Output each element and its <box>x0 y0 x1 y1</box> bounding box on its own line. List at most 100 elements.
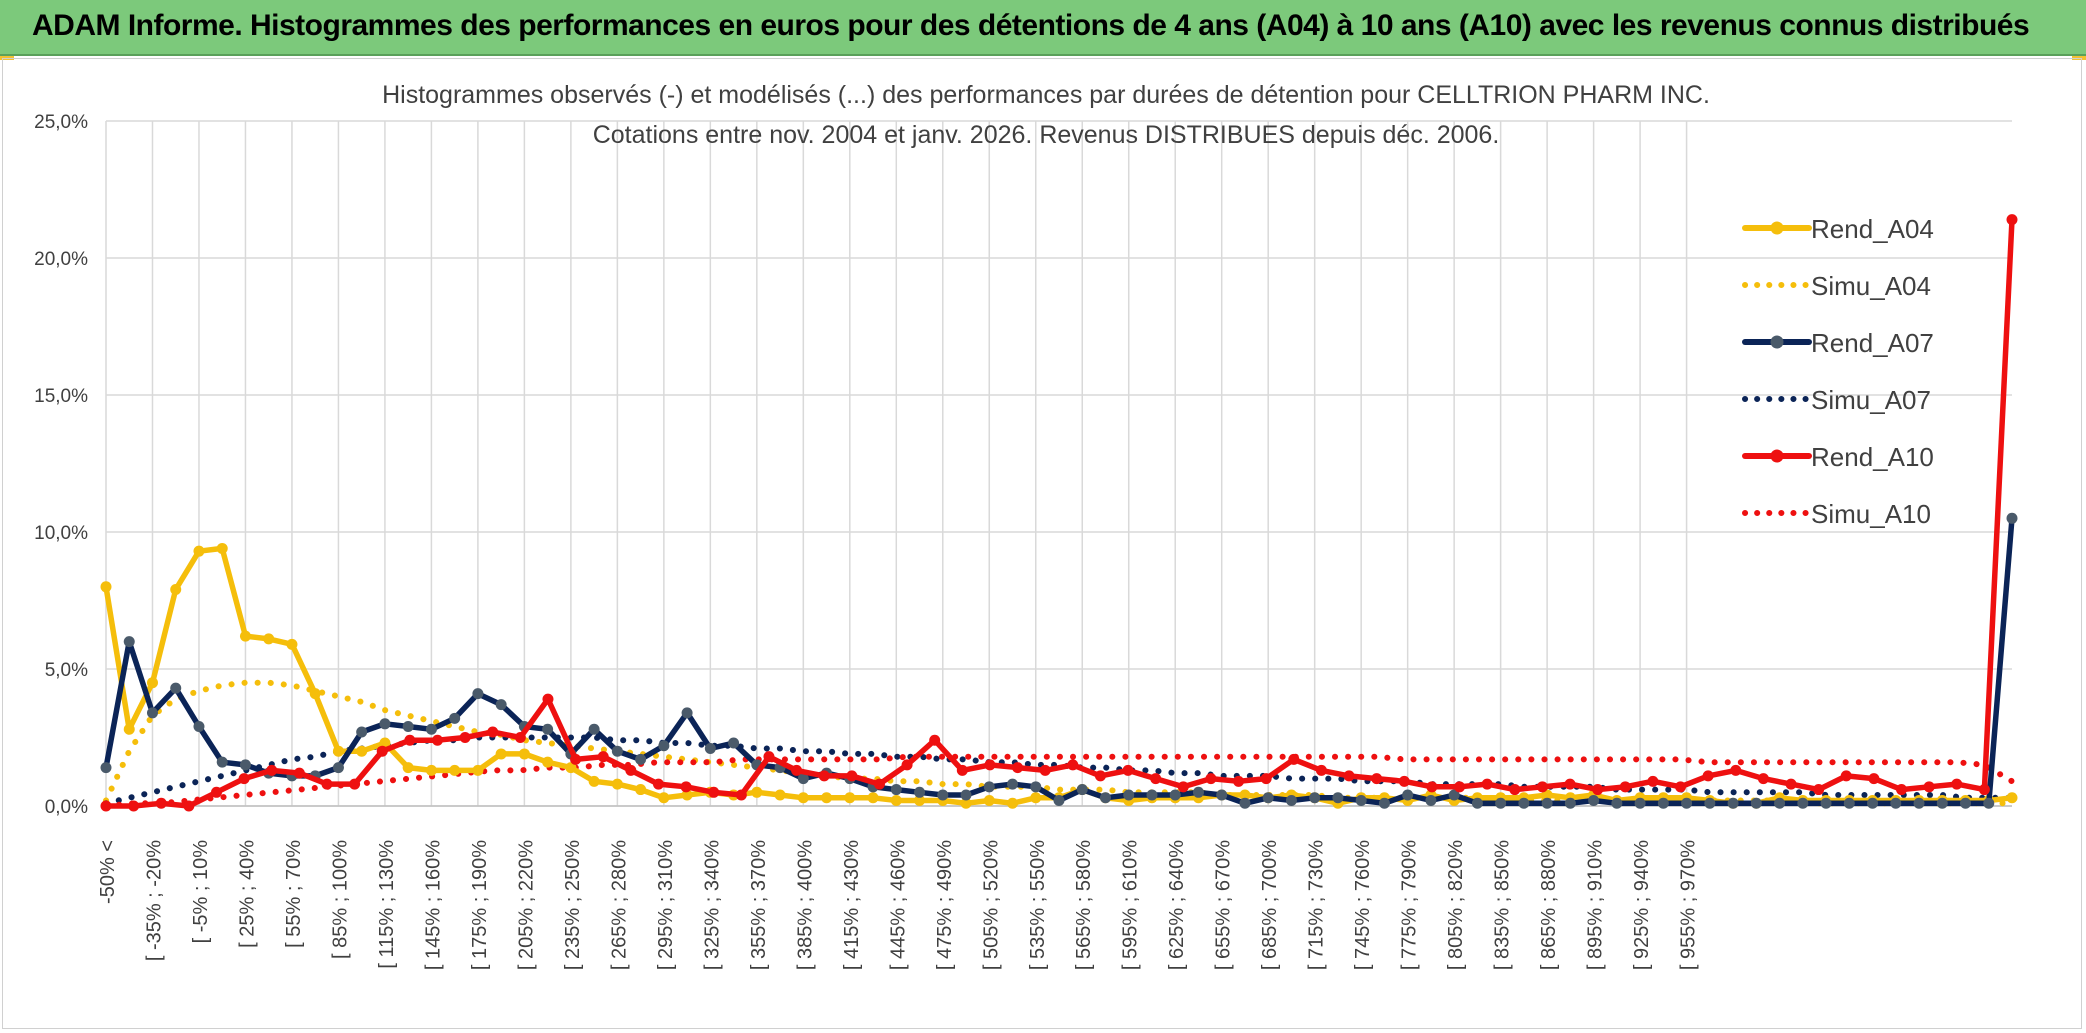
data-point-rend_a07 <box>1192 786 1204 798</box>
data-point-rend_a10 <box>873 778 885 790</box>
data-point-rend_a10 <box>2006 214 2018 226</box>
data-point-rend_a04 <box>565 762 577 774</box>
data-point-rend_a07 <box>611 745 623 757</box>
data-point-rend_a10 <box>763 751 775 763</box>
data-point-rend_a10 <box>1813 784 1825 796</box>
data-point-rend_a10 <box>1785 778 1797 790</box>
y-tick-label: 5,0% <box>45 660 88 681</box>
data-point-rend_a10 <box>542 693 554 705</box>
data-point-rend_a04 <box>914 795 926 807</box>
data-point-rend_a07 <box>1378 797 1390 809</box>
data-point-rend_a10 <box>597 751 609 763</box>
data-point-rend_a07 <box>1774 797 1786 809</box>
data-point-rend_a07 <box>425 723 437 735</box>
data-point-rend_a04 <box>170 584 182 596</box>
data-point-rend_a07 <box>1425 795 1437 807</box>
data-point-rend_a07 <box>1890 797 1902 809</box>
data-point-rend_a10 <box>818 770 830 782</box>
data-point-rend_a10 <box>1730 764 1742 776</box>
data-point-rend_a07 <box>1564 797 1576 809</box>
x-tick-label: [ 685% ; 700% <box>1259 840 1281 970</box>
x-tick-label: [ 145% ; 160% <box>422 840 444 970</box>
grid-lines <box>105 120 2012 807</box>
data-point-rend_a07 <box>1007 778 1019 790</box>
y-tick-label: 10,0% <box>34 523 88 544</box>
data-point-rend_a07 <box>1820 797 1832 809</box>
data-point-rend_a10 <box>376 745 388 757</box>
data-point-rend_a07 <box>1309 792 1321 804</box>
series-lines <box>100 214 2018 812</box>
x-axis: -50% < [ -35% ; -20% [ -5% ; 10% [ 25% ; 40… <box>97 840 1700 970</box>
data-point-rend_a10 <box>929 734 941 746</box>
x-tick-label: [ 475% ; 490% <box>934 840 956 970</box>
data-point-rend_a10 <box>293 767 305 779</box>
data-point-rend_a07 <box>1983 797 1995 809</box>
data-point-rend_a10 <box>1260 773 1272 785</box>
data-point-rend_a07 <box>704 742 716 754</box>
data-point-rend_a10 <box>1702 770 1714 782</box>
x-tick-label: [ 775% ; 790% <box>1399 840 1421 970</box>
data-point-rend_a04 <box>890 795 902 807</box>
data-point-rend_a10 <box>1205 773 1217 785</box>
data-point-rend_a07 <box>146 707 158 719</box>
data-point-rend_a10 <box>210 786 222 798</box>
data-point-rend_a10 <box>570 753 582 765</box>
x-tick-label: [ 925% ; 940% <box>1631 840 1653 970</box>
data-point-rend_a10 <box>1398 775 1410 787</box>
y-tick-label: 25,0% <box>34 112 88 133</box>
y-axis: 0,0% 5,0% 10,0% 15,0% 20,0% 25,0% <box>34 112 88 818</box>
y-tick-label: 0,0% <box>45 797 88 818</box>
data-point-rend_a04 <box>774 789 786 801</box>
data-point-rend_a10 <box>1978 784 1990 796</box>
data-point-rend_a07 <box>983 781 995 793</box>
data-point-rend_a10 <box>349 778 361 790</box>
data-point-rend_a10 <box>100 800 112 812</box>
data-point-rend_a04 <box>844 792 856 804</box>
data-point-rend_a07 <box>1123 789 1135 801</box>
data-point-rend_a07 <box>449 712 461 724</box>
data-point-rend_a10 <box>1675 781 1687 793</box>
data-point-rend_a07 <box>960 789 972 801</box>
x-tick-label: [ 745% ; 760% <box>1352 840 1374 970</box>
data-point-rend_a04 <box>449 764 461 776</box>
data-point-rend_a10 <box>1536 781 1548 793</box>
data-point-rend_a07 <box>1030 781 1042 793</box>
data-point-rend_a10 <box>625 764 637 776</box>
data-point-rend_a10 <box>1094 770 1106 782</box>
legend-label: Simu_A10 <box>1811 499 1931 529</box>
data-point-rend_a07 <box>1076 784 1088 796</box>
data-point-rend_a04 <box>751 786 763 798</box>
data-point-rend_a04 <box>100 581 112 593</box>
legend-marker <box>1770 449 1784 463</box>
data-point-rend_a04 <box>472 764 484 776</box>
data-point-rend_a10 <box>1067 759 1079 771</box>
data-point-rend_a07 <box>1611 797 1623 809</box>
data-point-rend_a10 <box>791 764 803 776</box>
data-point-rend_a07 <box>937 789 949 801</box>
data-point-rend_a10 <box>266 764 278 776</box>
data-point-rend_a04 <box>216 542 228 554</box>
data-point-rend_a10 <box>1315 764 1327 776</box>
data-point-rend_a10 <box>1371 773 1383 785</box>
data-point-rend_a10 <box>404 734 416 746</box>
data-point-rend_a10 <box>1233 775 1245 787</box>
data-point-rend_a07 <box>914 786 926 798</box>
data-point-rend_a07 <box>193 721 205 733</box>
data-point-rend_a04 <box>332 745 344 757</box>
data-point-rend_a04 <box>681 789 693 801</box>
data-point-rend_a10 <box>1454 781 1466 793</box>
data-point-rend_a10 <box>1481 778 1493 790</box>
data-point-rend_a10 <box>1840 770 1852 782</box>
data-point-rend_a10 <box>155 797 167 809</box>
x-tick-label: [ 235% ; 250% <box>562 840 584 970</box>
x-tick-label: [ 955% ; 970% <box>1678 840 1700 970</box>
data-point-rend_a10 <box>1923 781 1935 793</box>
x-tick-label: [ 55% ; 70% <box>283 840 305 948</box>
series-line-rend_a10 <box>103 216 2015 809</box>
x-tick-label: [ 325% ; 340% <box>701 840 723 970</box>
data-point-rend_a04 <box>402 762 414 774</box>
data-point-rend_a10 <box>238 773 250 785</box>
data-point-rend_a07 <box>658 740 670 752</box>
data-point-rend_a07 <box>588 723 600 735</box>
data-point-rend_a07 <box>728 737 740 749</box>
